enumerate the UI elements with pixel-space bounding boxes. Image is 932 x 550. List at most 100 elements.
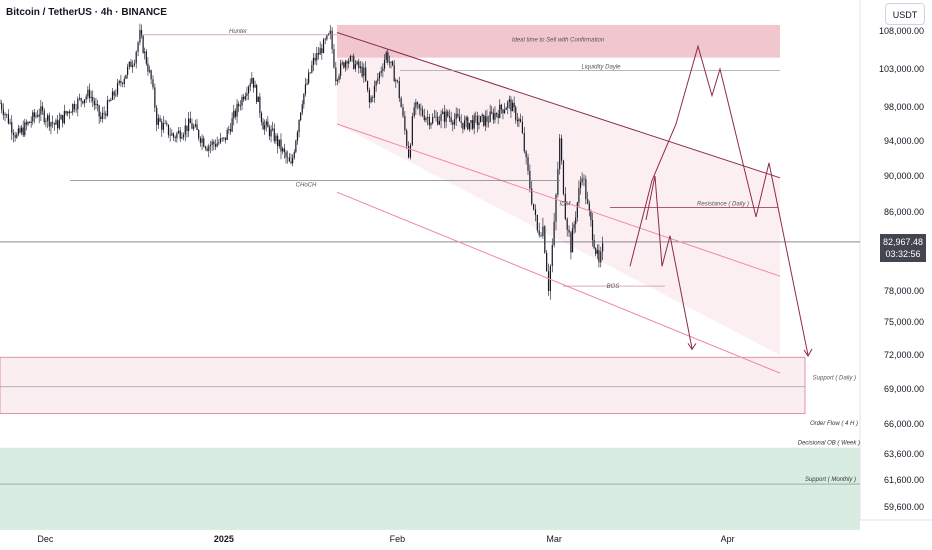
candle-body bbox=[316, 53, 318, 61]
candle-body bbox=[191, 123, 193, 129]
candle-body bbox=[366, 80, 369, 90]
candle-body bbox=[486, 116, 488, 122]
candle-body bbox=[68, 111, 71, 114]
candle-body bbox=[110, 99, 112, 102]
candle-body bbox=[585, 179, 587, 200]
price-tick-label: 94,000.00 bbox=[884, 136, 924, 146]
candle-body bbox=[458, 116, 461, 122]
support-monthly-zone bbox=[0, 447, 860, 530]
support-daily-label: Support ( Daily ) bbox=[813, 375, 856, 381]
candle-body bbox=[111, 91, 114, 100]
candle-body bbox=[583, 178, 585, 180]
candle-body bbox=[557, 169, 559, 195]
candle-body bbox=[479, 116, 482, 123]
candle-body bbox=[433, 116, 435, 118]
candle-body bbox=[387, 52, 389, 63]
candle-body bbox=[398, 81, 400, 99]
candle-body bbox=[513, 102, 515, 108]
candle-body bbox=[377, 78, 379, 82]
candle-body bbox=[58, 119, 60, 129]
candle-body bbox=[301, 104, 303, 113]
candle-body bbox=[358, 61, 360, 69]
price-tick-label: 78,000.00 bbox=[884, 286, 924, 296]
candle-body bbox=[465, 117, 467, 121]
candle-body bbox=[265, 121, 267, 125]
grid-layer bbox=[0, 0, 932, 521]
candle-body bbox=[275, 135, 277, 142]
candle-body bbox=[90, 96, 92, 98]
candle-body bbox=[555, 194, 557, 222]
candle-body bbox=[144, 51, 146, 53]
currency-button[interactable]: USDT bbox=[885, 3, 925, 25]
candle-body bbox=[145, 51, 147, 64]
candle-body bbox=[481, 114, 483, 117]
candle-body bbox=[536, 215, 538, 231]
candle-body bbox=[505, 107, 507, 110]
price-axis[interactable]: 108,000.00 103,000.00 98,000.00 94,000.00 90… bbox=[879, 26, 924, 512]
candle-body bbox=[309, 72, 311, 74]
candle-body bbox=[534, 209, 537, 216]
candle-body bbox=[353, 56, 355, 69]
candle-body bbox=[73, 103, 76, 110]
candle-body bbox=[452, 122, 454, 125]
candle-body bbox=[115, 94, 117, 96]
candle-body bbox=[395, 80, 397, 82]
candle-body bbox=[36, 115, 39, 117]
candle-body bbox=[489, 111, 491, 122]
candle-body bbox=[428, 117, 430, 126]
candle-body bbox=[2, 109, 4, 116]
candle-body bbox=[272, 128, 274, 130]
candle-body bbox=[409, 144, 412, 158]
candle-body bbox=[598, 250, 600, 263]
candle-body bbox=[602, 243, 604, 252]
price-tick-label: 61,600.00 bbox=[884, 475, 924, 485]
candle-body bbox=[484, 116, 486, 126]
candle-body bbox=[435, 116, 437, 118]
candle-body bbox=[540, 235, 542, 237]
candle-body bbox=[295, 140, 297, 153]
candle-body bbox=[296, 132, 299, 141]
candle-body bbox=[402, 107, 404, 117]
candle-body bbox=[32, 112, 34, 122]
candle-body bbox=[400, 98, 402, 108]
candle-body bbox=[523, 133, 525, 152]
symbol-title[interactable]: Bitcoin / TetherUS · 4h · BINANCE bbox=[6, 7, 167, 18]
candle-body bbox=[547, 271, 550, 292]
candle-body bbox=[105, 113, 107, 116]
candle-body bbox=[52, 122, 54, 124]
candle-body bbox=[344, 61, 347, 68]
candle-body bbox=[421, 109, 424, 116]
candle-body bbox=[442, 111, 444, 114]
candle-body bbox=[531, 188, 533, 204]
candle-body bbox=[67, 111, 69, 114]
candle-body bbox=[229, 129, 232, 132]
candle-body bbox=[179, 130, 181, 139]
candle-body bbox=[234, 110, 237, 117]
candle-body bbox=[529, 170, 531, 189]
candles-layer bbox=[0, 23, 604, 300]
candle-body bbox=[278, 139, 280, 147]
candle-body bbox=[137, 42, 139, 52]
candle-body bbox=[27, 121, 29, 125]
candle-body bbox=[0, 103, 1, 104]
candle-body bbox=[416, 102, 419, 105]
candle-body bbox=[591, 220, 594, 241]
candle-body bbox=[383, 59, 386, 69]
candle-body bbox=[551, 245, 553, 267]
candle-body bbox=[127, 66, 129, 75]
candle-body bbox=[450, 117, 452, 123]
candle-body bbox=[298, 120, 300, 133]
candle-body bbox=[35, 115, 37, 117]
time-axis[interactable]: Dec 2025 Feb Mar Apr bbox=[37, 534, 734, 544]
candle-body bbox=[174, 137, 176, 139]
candle-body bbox=[356, 61, 358, 65]
annotations-layer: Hunter Ideal time to Sell with Confirmati… bbox=[0, 29, 860, 485]
candle-body bbox=[443, 111, 446, 122]
candle-body bbox=[354, 64, 357, 69]
candle-body bbox=[19, 128, 21, 133]
candle-body bbox=[6, 114, 8, 115]
price-tick-label: 66,000.00 bbox=[884, 419, 924, 429]
candle-body bbox=[413, 107, 415, 117]
